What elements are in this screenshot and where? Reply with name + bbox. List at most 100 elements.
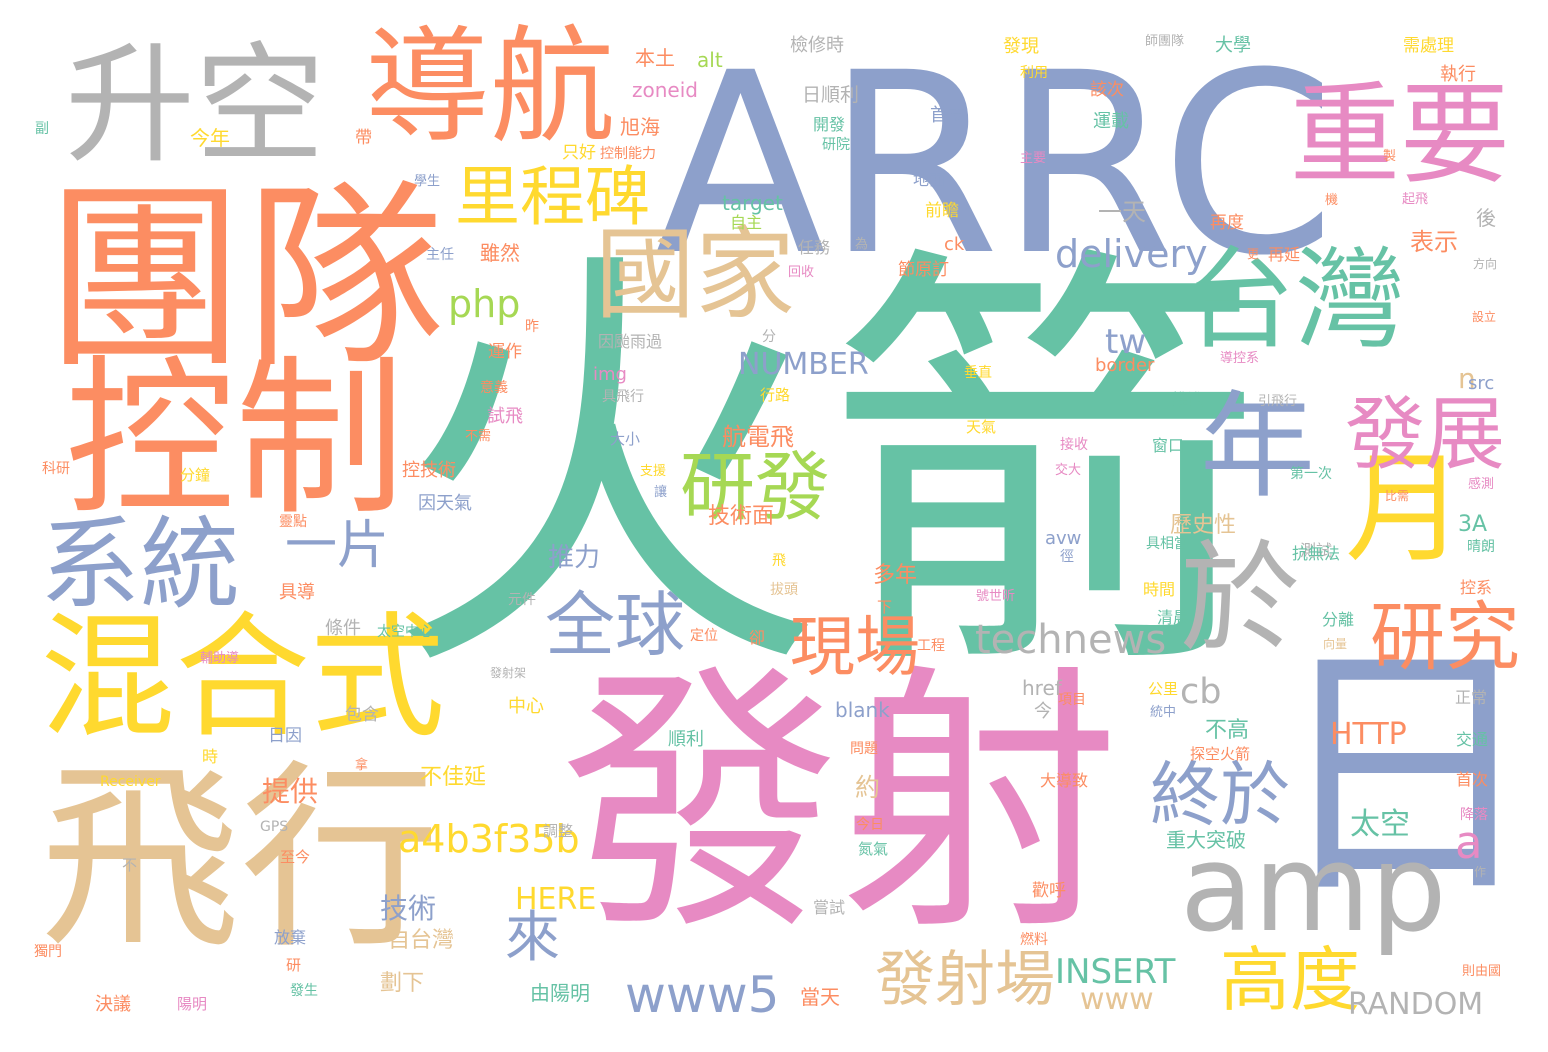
cloud-word: 再度 <box>1210 213 1244 233</box>
cloud-word: 分鐘 <box>180 466 211 484</box>
cloud-word: 日順利 <box>802 84 860 106</box>
cloud-word: 飛 <box>772 553 786 569</box>
cloud-word: 大學 <box>1215 35 1251 56</box>
cloud-word: 技術 <box>380 892 437 925</box>
cloud-word: 研究 <box>1370 593 1521 681</box>
cloud-word: a <box>1455 816 1483 869</box>
cloud-word: 運載 <box>1093 111 1129 132</box>
cloud-word: 順利 <box>668 729 704 750</box>
cloud-word: 行路 <box>760 386 791 404</box>
cloud-word: 製 <box>1383 149 1397 164</box>
cloud-word: zoneid <box>632 78 698 102</box>
cloud-word: 太空中心 <box>377 624 433 640</box>
cloud-word: 前瞻 <box>925 201 959 221</box>
cloud-word: 表示 <box>1410 228 1458 256</box>
cloud-word: img <box>593 364 627 385</box>
cloud-word: 向量 <box>1323 637 1348 651</box>
cloud-word: 研院 <box>822 137 850 153</box>
cloud-word: 歡呼 <box>1032 881 1066 901</box>
cloud-word: 重要 <box>1290 71 1510 199</box>
cloud-word: 降落 <box>1460 807 1488 823</box>
cloud-word: 混合式 <box>40 599 445 756</box>
cloud-word: 來 <box>505 905 561 969</box>
cloud-word: technews <box>975 617 1167 663</box>
cloud-word: 一天 <box>1098 198 1146 226</box>
cloud-word: 條件 <box>325 618 361 639</box>
cloud-word: 接收 <box>1060 437 1088 453</box>
cloud-word: 檢修時 <box>790 35 844 56</box>
cloud-word: href <box>1022 676 1062 700</box>
cloud-word: 只好 <box>562 143 596 163</box>
cloud-word: www5 <box>625 966 780 1024</box>
cloud-word: 支援 <box>640 464 667 479</box>
cloud-word: 交通 <box>1456 730 1489 749</box>
cloud-word: 公里 <box>1148 680 1179 698</box>
cloud-word: 主要 <box>1020 151 1047 166</box>
cloud-word: 科研 <box>42 461 70 477</box>
cloud-word: 時間 <box>1143 580 1176 599</box>
cloud-word: 提供 <box>262 775 319 808</box>
cloud-word: 首支 <box>930 105 966 126</box>
cloud-word: HERE <box>515 882 597 917</box>
cloud-word: 發現 <box>1003 36 1039 57</box>
cloud-word: Receiver <box>100 774 161 790</box>
cloud-word: 運作 <box>488 342 522 362</box>
cloud-word: INSERT <box>1055 952 1176 992</box>
cloud-word: 推進 <box>1172 390 1205 409</box>
cloud-word: 探空火箭 <box>1190 745 1251 763</box>
cloud-word: 晴朗 <box>1467 539 1495 555</box>
cloud-word: 當天 <box>800 985 840 1009</box>
cloud-word: 開發 <box>813 115 846 134</box>
cloud-word: 節原訂 <box>898 260 949 280</box>
cloud-word: 發射場 <box>875 945 1055 1015</box>
cloud-word: 執行 <box>1440 64 1476 85</box>
cloud-word: 首次 <box>1456 770 1489 789</box>
cloud-word: 氮氣 <box>858 840 889 858</box>
cloud-word: 大導致 <box>1040 771 1089 790</box>
cloud-word: 設立 <box>1472 310 1497 324</box>
cloud-word: 統中 <box>1150 705 1177 720</box>
cloud-word: 劃下 <box>380 971 425 996</box>
cloud-word: 推力 <box>548 543 601 573</box>
cloud-word: 地面 <box>913 170 946 189</box>
cloud-word: avw <box>1045 528 1082 549</box>
cloud-word: 導航 <box>365 15 615 160</box>
cloud-word: 下 <box>877 598 893 616</box>
cloud-word: 一片 <box>285 516 390 576</box>
cloud-word: 拔頭 <box>770 582 798 598</box>
cloud-word: 因颱雨過 <box>598 332 663 351</box>
cloud-word: 研發 <box>680 443 831 531</box>
cloud-word: 控技術 <box>402 460 456 481</box>
cloud-word: 自主 <box>730 213 763 232</box>
cloud-word: 技術面 <box>708 504 775 529</box>
cloud-word: cb <box>1180 672 1222 712</box>
cloud-word: 主任 <box>426 247 454 263</box>
cloud-word: 團隊 <box>45 163 446 396</box>
cloud-word: 大小 <box>610 430 641 448</box>
cloud-word: n <box>1458 362 1476 395</box>
cloud-word: 利用 <box>1020 65 1048 81</box>
cloud-word: 至今 <box>280 848 311 866</box>
cloud-word: 發射架 <box>490 666 527 680</box>
cloud-word: 飛行 <box>40 743 441 976</box>
cloud-word: 試飛 <box>487 406 523 427</box>
cloud-word: blank <box>835 698 890 722</box>
cloud-word: 後 <box>1476 206 1496 230</box>
cloud-word: 再延 <box>1268 245 1301 264</box>
cloud-word: 讓 <box>654 485 668 500</box>
cloud-word: target <box>722 191 783 215</box>
cloud-word: 更 <box>1247 247 1260 261</box>
cloud-word: 定位 <box>690 628 718 644</box>
cloud-word: alt <box>697 48 723 72</box>
cloud-word: 由陽明 <box>530 981 590 1005</box>
cloud-word: 發射 <box>560 642 1120 968</box>
cloud-word: 放棄 <box>274 928 307 947</box>
cloud-word: 引飛行 <box>1258 394 1298 409</box>
cloud-word: 控制 <box>65 341 406 539</box>
cloud-word: 研 <box>286 956 302 974</box>
cloud-word: 不需 <box>465 429 492 444</box>
cloud-word: 意義 <box>480 380 508 396</box>
cloud-word: RANDOM <box>1348 987 1484 1022</box>
cloud-word: 決議 <box>95 994 131 1015</box>
